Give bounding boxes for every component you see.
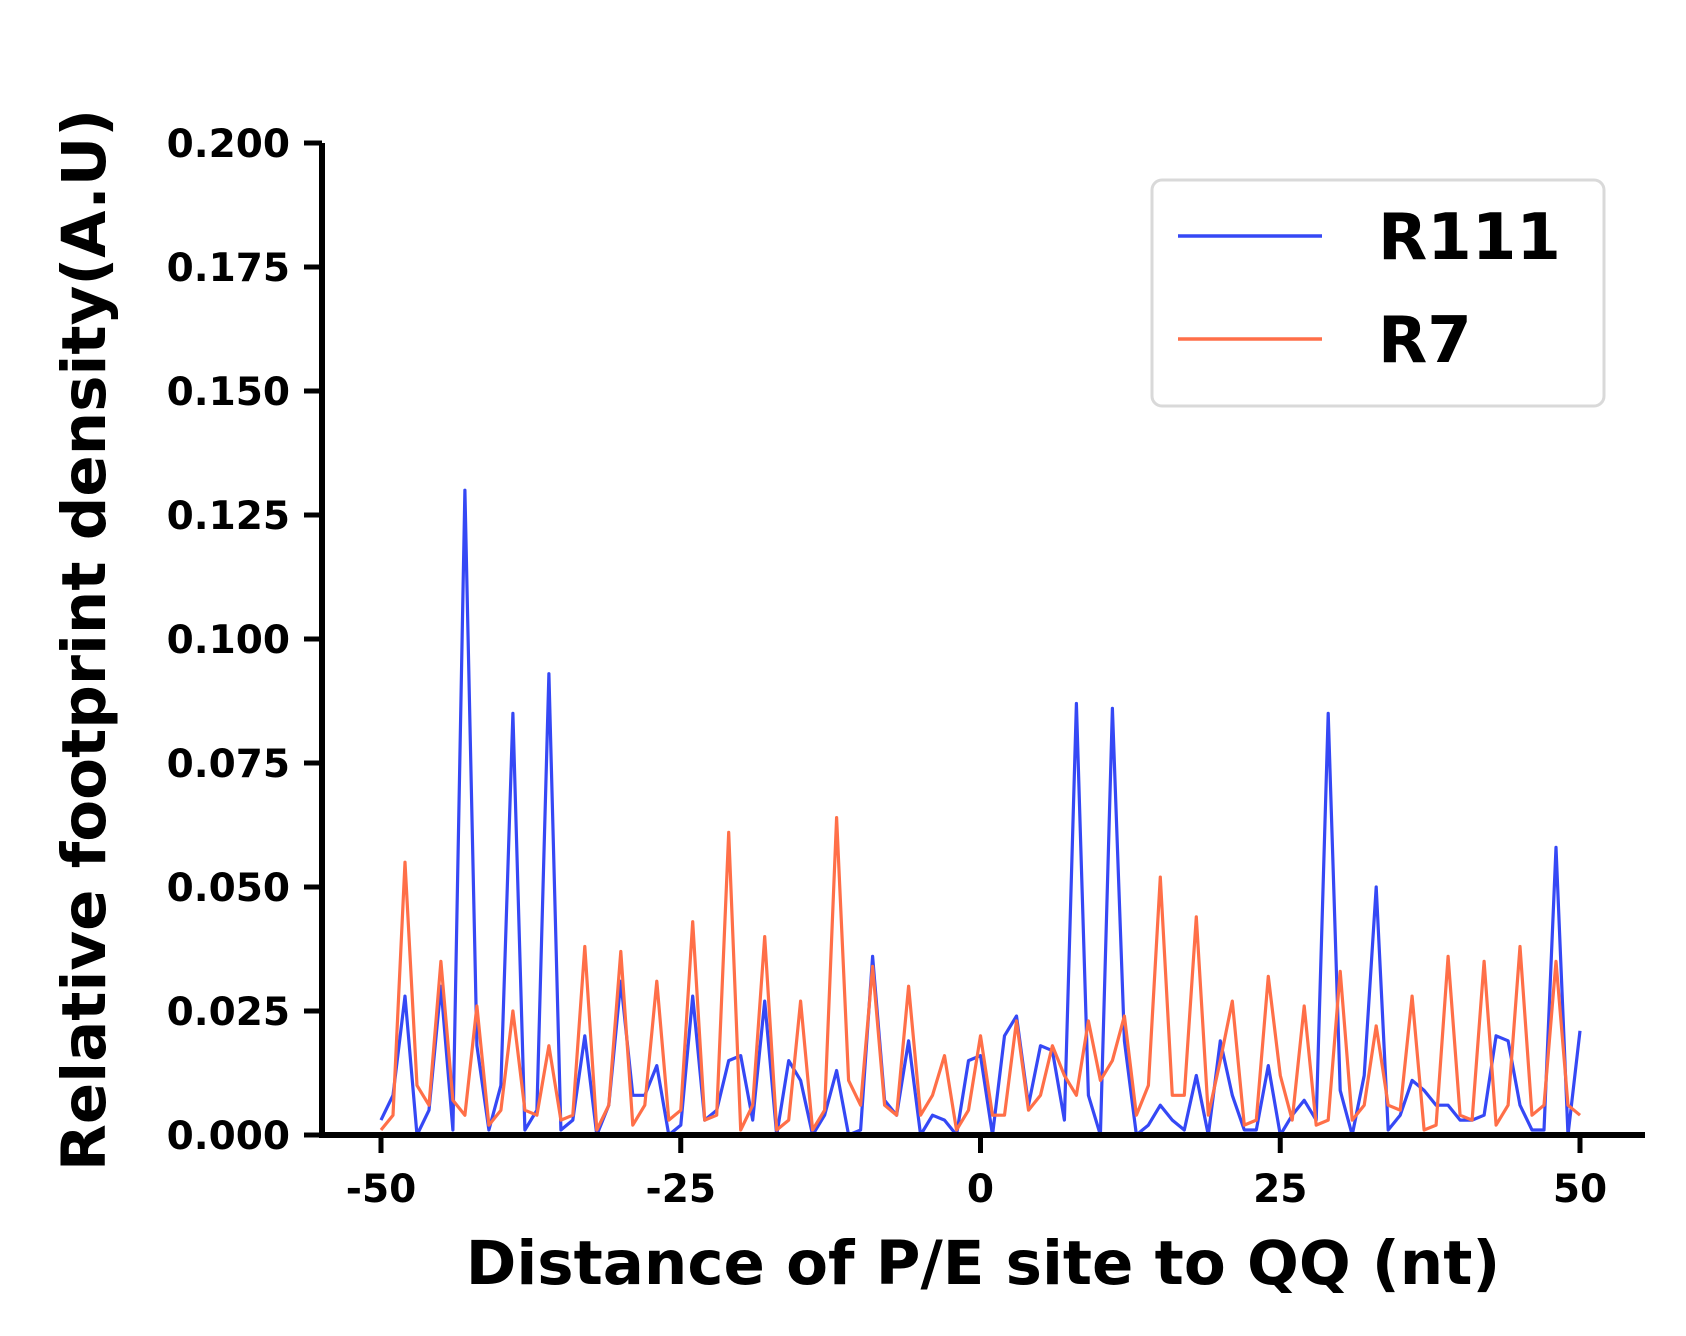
x-axis-title: Distance of P/E site to QQ (nt) [466,1228,1501,1299]
legend: R111 R7 [1150,178,1606,408]
x-tick-label: 50 [1553,1167,1607,1212]
series-line-r7 [379,815,1582,1132]
x-tick-label: -50 [346,1167,416,1212]
y-ticks: 0.000 0.025 0.050 0.075 0.100 0.125 0.150 0.175… [167,122,322,1159]
legend-label-r7: R7 [1378,304,1472,378]
y-tick-label: 0.150 [167,370,290,415]
y-tick-label: 0.000 [167,1114,290,1159]
y-tick-label: 0.125 [167,494,290,539]
y-tick-label: 0.050 [167,866,290,911]
y-tick-label: 0.025 [167,990,290,1035]
legend-label-r111: R111 [1378,201,1561,275]
x-tick-label: 0 [967,1167,994,1212]
plot-lines [379,488,1582,1137]
series-line-r111 [379,488,1582,1137]
x-ticks: -50 -25 0 25 50 [346,1135,1607,1212]
legend-items: R111 R7 [1178,201,1561,378]
y-tick-label: 0.175 [167,246,290,291]
y-tick-label: 0.200 [167,122,290,167]
x-tick-label: 25 [1253,1167,1307,1212]
x-tick-label: -25 [646,1167,716,1212]
y-axis-title: Relative footprint density(A.U) [49,109,120,1171]
y-tick-label: 0.075 [167,742,290,787]
y-tick-label: 0.100 [167,618,290,663]
